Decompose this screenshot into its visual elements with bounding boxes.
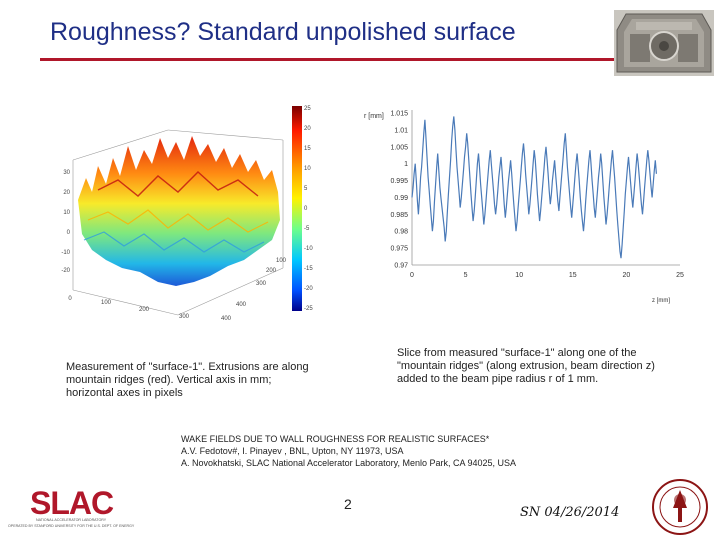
surface-caption: Measurement of "surface-1". Extrusions a… <box>66 361 309 399</box>
surface-z-tick: 30 <box>63 170 70 176</box>
colorbar <box>292 106 302 311</box>
surface-axes-box <box>72 129 284 316</box>
page-number: 2 <box>344 496 352 512</box>
y-tick-label: 0.995 <box>390 178 408 185</box>
x-tick-label: 0 <box>410 272 414 279</box>
y-tick-label: 0.97 <box>394 263 408 270</box>
surface-y-tick: 300 <box>256 281 267 287</box>
slice-caption: Slice from measured "surface-1" along on… <box>397 347 655 385</box>
surface-y-tick: 200 <box>266 268 277 274</box>
reference-authors-1: A.V. Fedotov#, I. Pinayev , BNL, Upton, … <box>181 446 404 456</box>
slac-logo: SLAC NATIONAL ACCELERATOR LABORATORY OPE… <box>8 485 135 528</box>
surface-x-tick: 300 <box>179 314 190 320</box>
x-tick-label: 10 <box>515 272 523 279</box>
y-tick-label: 0.98 <box>394 229 408 236</box>
surface-x-tick: 0 <box>68 296 72 302</box>
y-tick-label: 0.99 <box>394 195 408 202</box>
surface-mesh <box>78 136 280 286</box>
colorbar-tick: -10 <box>304 246 313 252</box>
surface-sample-photo <box>614 10 714 76</box>
colorbar-tick: 20 <box>304 126 311 132</box>
x-tick-label: 25 <box>676 272 684 279</box>
colorbar-tick: -25 <box>304 306 313 312</box>
colorbar-tick: 15 <box>304 146 311 152</box>
y-tick-label: 1.005 <box>390 144 408 151</box>
slide-date: SN 04/26/2014 <box>520 505 620 520</box>
y-tick-label: 1.015 <box>390 111 408 118</box>
surface-z-tick: 0 <box>67 230 71 236</box>
surface-x-tick: 400 <box>221 316 232 322</box>
reference-title: WAKE FIELDS DUE TO WALL ROUGHNESS FOR RE… <box>181 434 490 444</box>
slac-logo-operated: OPERATED BY STANFORD UNIVERSITY FOR THE … <box>8 524 135 528</box>
surface-x-tick: 200 <box>139 307 150 313</box>
slice-line-chart: r [mm] z [mm] 1.015 1.01 1.005 1 0.995 0.99 0.… <box>364 110 684 304</box>
y-tick-label: 0.975 <box>390 246 408 253</box>
colorbar-tick: -5 <box>304 226 310 232</box>
surface-z-tick: 20 <box>63 190 70 196</box>
surface-y-tick: 100 <box>276 258 287 264</box>
surface-y-tick: 400 <box>236 302 247 308</box>
y-tick-label: 0.985 <box>390 212 408 219</box>
surface-x-tick: 100 <box>101 300 112 306</box>
x-tick-label: 5 <box>464 272 468 279</box>
surface-z-tick: -10 <box>61 250 70 256</box>
x-axis-label: z [mm] <box>652 298 670 304</box>
y-tick-label: 1 <box>404 161 408 168</box>
surface-z-tick: 10 <box>63 210 70 216</box>
colorbar-tick: -20 <box>304 286 313 292</box>
slac-logo-letters: SLAC <box>30 485 114 521</box>
x-tick-label: 20 <box>623 272 631 279</box>
colorbar-tick: 25 <box>304 106 311 112</box>
y-axis-label: r [mm] <box>364 113 384 120</box>
surface-z-tick: -20 <box>61 268 70 274</box>
series-line <box>411 116 657 259</box>
title-divider <box>40 58 625 61</box>
surface-plot: 25 20 15 10 5 0 -5 -10 -15 -20 -25 30 20… <box>61 106 313 322</box>
colorbar-tick: 10 <box>304 166 311 172</box>
y-tick-label: 1.01 <box>394 127 408 134</box>
colorbar-tick: -15 <box>304 266 313 272</box>
colorbar-tick: 5 <box>304 186 308 192</box>
reference-authors-2: A. Novokhatski, SLAC National Accelerato… <box>181 458 516 468</box>
page-title: Roughness? Standard unpolished surface <box>50 18 516 46</box>
x-tick-label: 15 <box>569 272 577 279</box>
slac-logo-subtitle: NATIONAL ACCELERATOR LABORATORY <box>36 518 107 522</box>
stanford-seal <box>652 479 708 535</box>
reference: WAKE FIELDS DUE TO WALL ROUGHNESS FOR RE… <box>181 433 516 469</box>
colorbar-tick: 0 <box>304 206 308 212</box>
